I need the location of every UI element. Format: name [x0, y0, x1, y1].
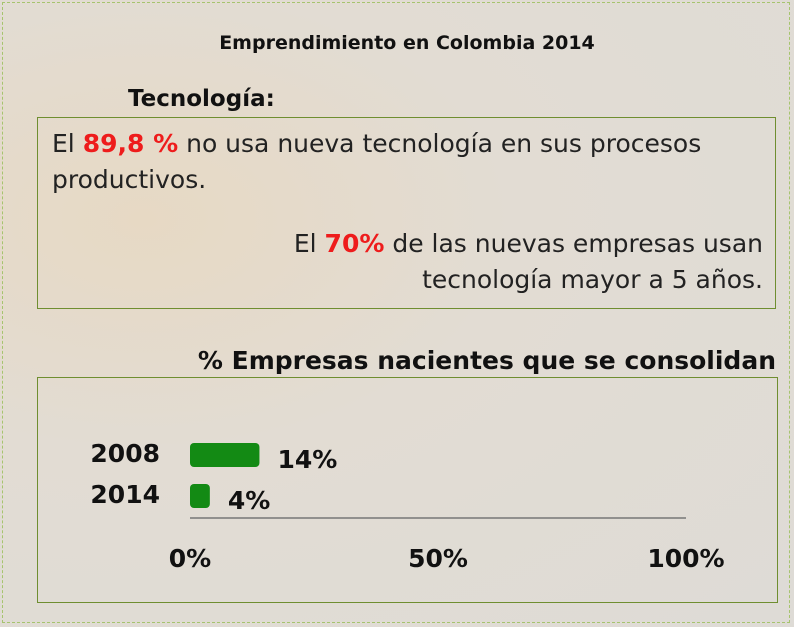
y-tick-label: 2008	[90, 439, 160, 468]
value-label: 4%	[228, 486, 270, 515]
value-label: 14%	[277, 445, 337, 474]
x-tick-label: 0%	[169, 544, 211, 573]
x-tick-label: 100%	[647, 544, 724, 573]
chart: % Empresas nacientes que se consolidan 0…	[0, 0, 794, 627]
chart-title: % Empresas nacientes que se consolidan	[198, 346, 776, 375]
x-tick-label: 50%	[408, 544, 468, 573]
slide: Emprendimiento en Colombia 2014 Tecnolog…	[0, 0, 794, 627]
y-tick-label: 2014	[90, 480, 160, 509]
bar	[190, 484, 210, 508]
bar	[190, 443, 259, 467]
